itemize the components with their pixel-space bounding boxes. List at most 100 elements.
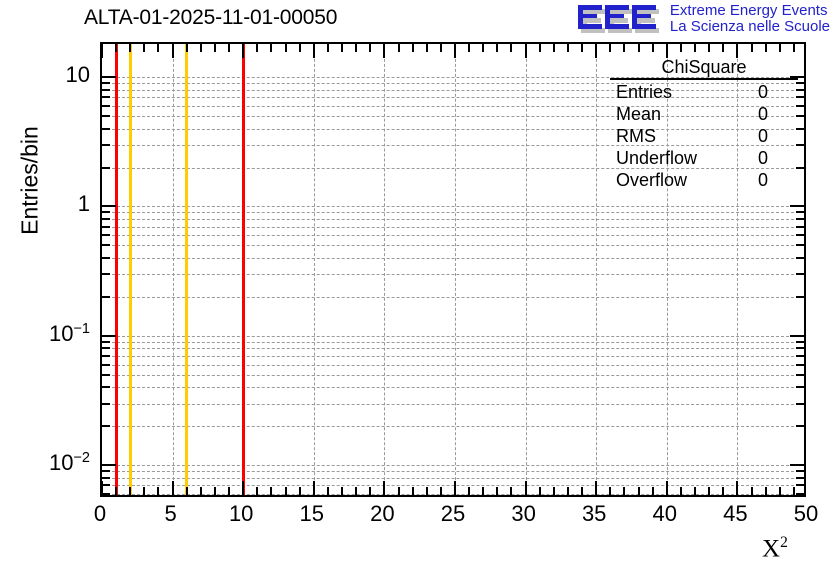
gridline-horizontal [102,485,804,487]
gridline-horizontal [102,212,804,214]
y-axis-tick [790,334,804,337]
x-axis-tick [623,44,626,52]
y-axis-tick [102,88,110,91]
x-axis-tick [722,44,725,52]
y-tick-label-base: 10 [48,321,74,347]
y-axis-tick [102,244,110,247]
x-axis-tick [792,487,795,495]
data-layer [102,44,804,495]
x-axis-tick [425,44,428,52]
x-axis-tick [129,44,132,52]
y-axis-tick [102,493,110,495]
y-axis-tick [102,96,110,99]
x-axis-tick [341,487,344,495]
y-axis-tick [796,127,804,130]
gridline-horizontal [102,105,804,107]
gridline-horizontal [102,116,804,117]
x-tick-label: 0 [93,501,107,526]
gridline-horizontal [102,97,804,99]
x-axis-tick [256,487,259,495]
x-axis-tick [102,481,103,495]
x-axis-tick [355,44,358,52]
gridline-horizontal [102,471,804,473]
y-axis-tick [102,354,110,357]
x-axis-tick [129,487,132,495]
eee-logo-line2: La Scienza nelle Scuole [669,18,830,36]
y-axis-tick [796,211,804,214]
stats-row: Entries 0 [604,81,804,103]
x-axis-tick [637,487,640,495]
gridline-horizontal [102,374,804,376]
gridline-horizontal [102,226,804,228]
x-axis-tick [595,481,598,495]
y-axis-tick [796,373,804,376]
x-axis-tick [383,481,386,495]
gridline-vertical [525,44,527,495]
x-tick-label: 15 [299,501,325,526]
x-axis-tick [750,44,753,52]
y-axis-tick [102,347,110,350]
x-axis-tick [298,487,301,495]
gridline-horizontal [102,235,804,237]
y-tick-label: 10−1 [49,321,90,347]
y-axis-tick [796,347,804,350]
x-axis-tick [454,481,456,495]
y-axis-tick [790,464,804,467]
x-axis-tick [185,44,188,52]
cut-line-gold-low [128,44,132,495]
gridline-vertical [172,44,174,495]
stats-row-label: Underflow [616,148,698,168]
x-axis-tick [242,481,245,495]
eee-logo-line1: Extreme Energy Events [669,2,828,19]
x-axis-tick [228,487,231,495]
gridline-vertical [737,44,739,495]
gridline-horizontal [102,477,804,479]
gridline-horizontal [102,89,804,91]
gridline-horizontal [102,206,804,208]
y-axis-tick [102,218,110,221]
y-axis-tick [796,402,804,405]
x-axis-tick [651,487,654,495]
x-axis-tick [213,44,216,52]
gridline-horizontal [102,355,804,357]
x-axis-tick [411,44,414,52]
x-axis-tick [411,487,414,495]
x-axis-tick [369,44,372,52]
y-axis-tick [796,470,804,473]
x-axis-tick [171,44,174,58]
x-axis-tick [581,44,584,52]
x-axis-tick [524,44,527,58]
x-axis-tick [185,487,188,495]
y-tick-label: 10−2 [49,450,90,476]
x-axis-tick [284,44,287,52]
x-axis-tick [468,44,471,52]
x-axis-tick [538,44,541,52]
x-axis-tick [736,481,739,495]
x-axis-tick [665,44,668,58]
x-axis-tick [792,44,795,52]
x-axis-tick [708,44,711,52]
x-tick-label: 30 [511,501,536,526]
gridline-horizontal [102,403,804,405]
stats-row-label: Mean [616,104,662,124]
gridline-horizontal [102,219,804,221]
x-axis-tick [439,487,442,495]
y-axis-tick [796,244,804,247]
x-axis-tick [228,44,231,52]
y-axis-tick [796,295,804,298]
y-tick-label: 10 [66,62,90,88]
gridline-horizontal [102,465,804,467]
x-axis-tick [665,481,668,495]
x-axis-tick [143,487,146,495]
y-tick-label-exponent: −2 [73,450,90,467]
gridline-horizontal [102,341,804,343]
x-axis-tick [510,487,513,495]
x-axis-tick [270,487,273,495]
x-axis-tick [157,44,160,52]
gridline-horizontal [102,77,804,79]
x-axis-tick [199,487,202,495]
x-axis-tick [482,44,485,52]
page-title: ALTA-01-2025-11-01-00050 [84,6,338,29]
stats-row-value: 0 [757,170,768,190]
